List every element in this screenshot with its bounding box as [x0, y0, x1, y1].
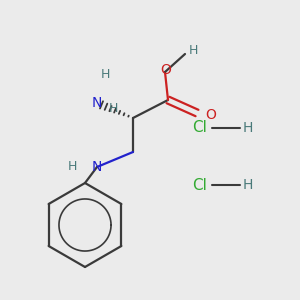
Text: H: H [243, 178, 253, 192]
Text: H: H [243, 121, 253, 135]
Text: H: H [108, 101, 118, 115]
Text: O: O [160, 63, 171, 77]
Text: N: N [92, 96, 102, 110]
Text: H: H [188, 44, 198, 58]
Text: H: H [100, 68, 110, 82]
Text: Cl: Cl [193, 178, 207, 193]
Text: N: N [92, 160, 102, 174]
Text: Cl: Cl [193, 121, 207, 136]
Text: O: O [206, 108, 216, 122]
Text: H: H [67, 160, 77, 173]
